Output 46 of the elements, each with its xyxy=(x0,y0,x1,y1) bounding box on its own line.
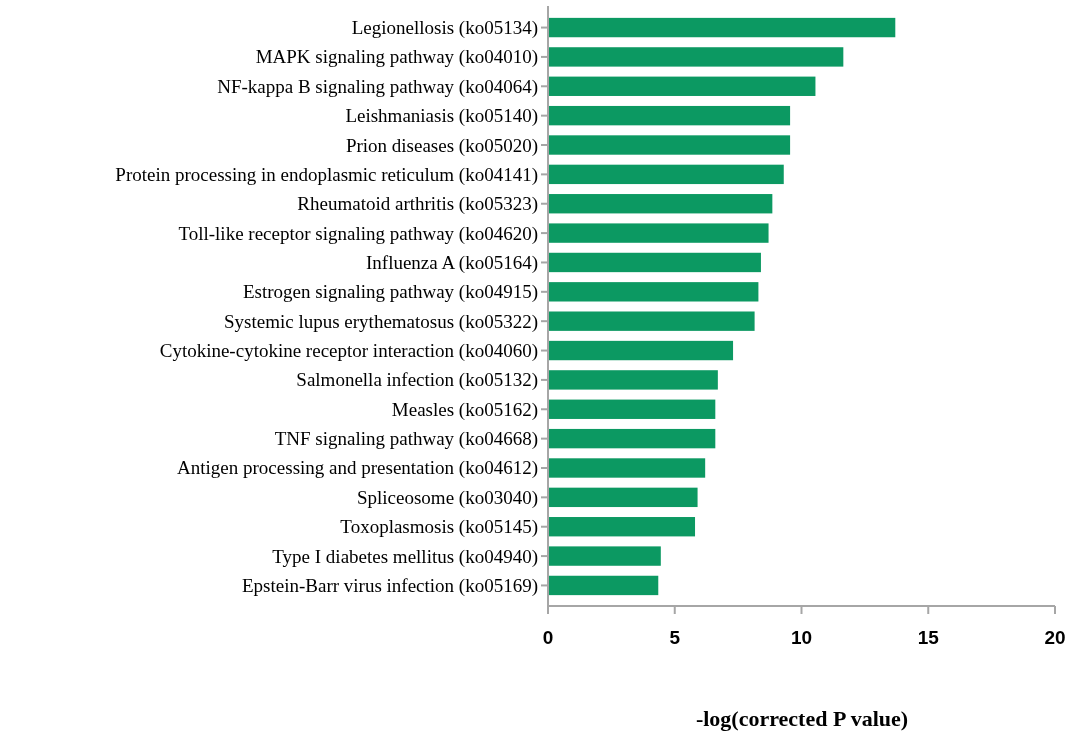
y-tick-label: Spliceosome (ko03040) xyxy=(356,486,538,509)
x-tick-label: 5 xyxy=(669,627,681,648)
bar xyxy=(548,164,784,185)
bar xyxy=(548,575,659,596)
x-axis-title: -log(corrected P value) xyxy=(695,706,909,731)
y-tick-label: Cytokine-cytokine receptor interaction (ko04060) xyxy=(159,340,538,363)
bar xyxy=(548,105,791,126)
bar xyxy=(548,458,706,478)
y-tick-label: Prion diseases (ko05020) xyxy=(345,134,538,157)
bar xyxy=(548,340,734,361)
y-tick-label: Protein processing in endoplasmic reticulum (ko04141) xyxy=(115,163,538,186)
y-tick-label: Epstein-Barr virus infection (ko05169) xyxy=(241,574,538,597)
bar xyxy=(548,252,761,273)
bar xyxy=(548,47,844,67)
bar xyxy=(548,135,791,155)
bar xyxy=(548,517,696,537)
bar xyxy=(548,399,716,419)
bar xyxy=(548,311,755,331)
y-tick-label: MAPK signaling pathway (ko04010) xyxy=(255,46,538,69)
bar xyxy=(548,17,896,38)
y-tick-label: Measles (ko05162) xyxy=(391,398,538,421)
y-tick-label: Estrogen signaling pathway (ko04915) xyxy=(243,281,538,304)
y-tick-label: Toll-like receptor signaling pathway (ko04620) xyxy=(178,222,538,245)
y-tick-label: Leishmaniasis (ko05140) xyxy=(345,105,538,128)
y-tick-label: TNF signaling pathway (ko04668) xyxy=(274,428,538,451)
bar xyxy=(548,487,698,508)
x-tick-label: 15 xyxy=(917,627,940,648)
x-tick-label: 20 xyxy=(1044,627,1066,648)
x-tick-label: 10 xyxy=(790,627,813,648)
bar xyxy=(548,370,718,390)
y-tick-label: NF-kappa B signaling pathway (ko04064) xyxy=(217,75,538,98)
y-tick-label: Systemic lupus erythematosus (ko05322) xyxy=(224,310,538,333)
y-tick-label: Type I diabetes mellitus (ko04940) xyxy=(272,545,538,568)
y-tick-label: Rheumatoid arthritis (ko05323) xyxy=(297,193,538,216)
x-tick-label: 0 xyxy=(542,627,554,648)
y-tick-label: Antigen processing and presentation (ko04612) xyxy=(177,457,538,480)
bar xyxy=(548,194,773,214)
bar xyxy=(548,223,769,243)
y-tick-label: Influenza A (ko05164) xyxy=(365,251,538,274)
y-tick-label: Legionellosis (ko05134) xyxy=(351,17,538,40)
y-tick-label: Toxoplasmosis (ko05145) xyxy=(340,516,538,539)
bar xyxy=(548,546,661,566)
bar xyxy=(548,76,816,96)
y-tick-label: Salmonella infection (ko05132) xyxy=(296,369,538,392)
bar xyxy=(548,428,716,449)
bar xyxy=(548,282,759,302)
